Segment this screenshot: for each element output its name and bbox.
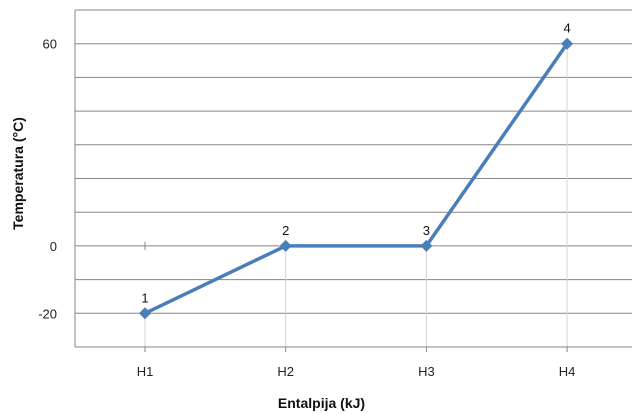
y-tick-label: 0 [50,239,57,254]
data-point-marker [420,239,433,252]
data-point-label: 4 [563,21,570,36]
y-axis-title: Temperatura (°C) [10,117,26,230]
y-tick-label: 60 [43,37,57,52]
data-point-marker [279,239,292,252]
y-tick-label: -20 [38,306,57,321]
category-gridlines [144,43,568,347]
x-tick-label: H2 [277,364,294,379]
x-tick-labels: H1 H2 H3 H4 [137,364,576,379]
series-line [144,42,569,315]
series: 1 2 3 4 [139,21,574,320]
y-tick-labels: 60 0 -20 [38,37,57,322]
axes [74,10,632,352]
x-tick-label: H4 [559,364,576,379]
x-tick-label: H1 [137,364,154,379]
x-tick-label: H3 [418,364,435,379]
data-point-marker [561,37,574,50]
grid-lines [75,9,632,314]
x-axis-title: Entalpija (kJ) [278,395,365,411]
data-point-label: 1 [141,290,148,305]
data-point-label: 3 [423,223,430,238]
data-point-label: 2 [282,223,289,238]
data-point-marker [139,307,151,320]
